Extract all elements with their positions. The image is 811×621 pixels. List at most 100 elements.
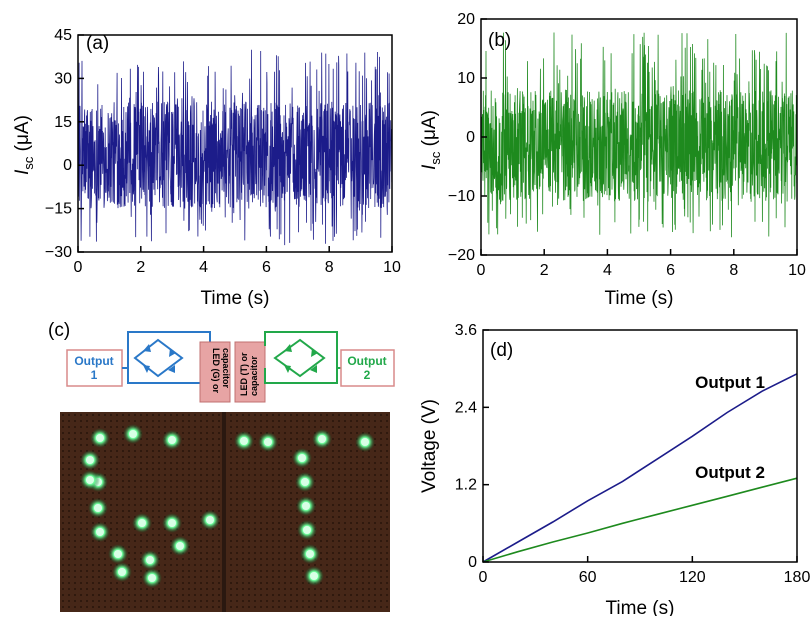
- chart-a-frame: [77, 34, 393, 253]
- y-tick-label: 2.4: [455, 399, 477, 416]
- x-tick-label: 120: [679, 569, 706, 586]
- chart-a-ticks: 0 2 4 6 8 10 −30 −15 0 15 30 45: [45, 27, 401, 276]
- led-core: [86, 456, 94, 464]
- chart-d-plot: [482, 373, 798, 563]
- chart-b-xlabel: Time (s): [605, 288, 674, 309]
- x-tick-label: 6: [262, 259, 271, 276]
- y-tick-label: −30: [45, 244, 72, 261]
- chart-d-svg: 0 60 120 180 0 1.2 2.4 3.6 (d) Time (s) Voltage…: [419, 322, 811, 619]
- output-2-line1: Output: [347, 354, 386, 368]
- y-tick-label: −10: [448, 188, 475, 205]
- led-core: [298, 454, 306, 462]
- panel-a: 0 2 4 6 8 10 −30 −15 0 15 30 45 (a) Time (s) Isc (μ…: [0, 0, 405, 310]
- led-core: [303, 526, 311, 534]
- diodes-1: [143, 344, 176, 373]
- x-tick-label: 2: [136, 259, 145, 276]
- series-line-output-2: [482, 477, 798, 563]
- chart-b-ylabel-main: I: [419, 164, 440, 170]
- y-tick-label: 3.6: [455, 322, 477, 339]
- x-tick-label: 4: [199, 259, 208, 276]
- chart-b-ylabel-unit: (μA): [419, 110, 440, 152]
- x-tick-label: 0: [479, 569, 488, 586]
- led-core: [310, 572, 318, 580]
- led-core: [148, 574, 156, 582]
- led-core: [138, 519, 146, 527]
- x-tick-label: 8: [325, 259, 334, 276]
- y-tick-label: 20: [457, 11, 475, 28]
- x-tick-label: 0: [477, 262, 486, 279]
- y-tick-label: 15: [54, 114, 72, 131]
- led-g-line1: LED (G) or: [211, 348, 221, 393]
- chart-b-panel-label: (b): [488, 30, 511, 51]
- chart-d-panel-label: (d): [490, 340, 513, 361]
- led-g-line2: capacitor: [221, 348, 231, 389]
- led-core: [168, 519, 176, 527]
- chart-a-ylabel-unit: (μA): [12, 115, 33, 157]
- led-g-box: [199, 341, 231, 403]
- x-tick-label: 4: [603, 262, 612, 279]
- chart-a-xlabel: Time (s): [201, 288, 270, 309]
- x-tick-label: 60: [579, 569, 597, 586]
- x-tick-label: 10: [788, 262, 806, 279]
- led-core: [306, 550, 314, 558]
- y-tick-label: 0: [468, 554, 477, 571]
- board-divider: [222, 412, 226, 612]
- led-t-line2: capacitor: [249, 355, 259, 396]
- led-t-box: [234, 341, 266, 403]
- led-photo: [60, 412, 390, 612]
- chart-a-ylabel-main: I: [12, 169, 33, 175]
- y-tick-label: 10: [457, 70, 475, 87]
- x-tick-label: 2: [540, 262, 549, 279]
- led-core: [96, 434, 104, 442]
- panel-c-svg: (c) Output 1 LED (G) or capacitor LED (T…: [48, 320, 395, 612]
- led-core: [118, 568, 126, 576]
- led-core: [129, 430, 137, 438]
- chart-b-ylabel: Isc (μA): [419, 110, 443, 170]
- led-core: [114, 550, 122, 558]
- led-core: [96, 528, 104, 536]
- led-core: [176, 542, 184, 550]
- led-core: [302, 502, 310, 510]
- series-label-output-2: Output 2: [695, 463, 765, 482]
- led-core: [318, 435, 326, 443]
- chart-d-frame: [482, 329, 798, 563]
- circuit-2-wires: [264, 331, 342, 384]
- output-2-box: [340, 349, 395, 387]
- y-tick-label: 30: [54, 70, 72, 87]
- led-core: [240, 437, 248, 445]
- chart-b-svg: 0 2 4 6 8 10 −20 −10 0 10 20 (b) Time (s) Isc (μA): [419, 11, 806, 309]
- chart-b-ticks: 0 2 4 6 8 10 −20 −10 0 10 20: [448, 11, 806, 279]
- panel-c: (c) Output 1 LED (G) or capacitor LED (T…: [0, 310, 405, 616]
- chart-b-plot: [480, 32, 798, 238]
- led-t-line1: LED (T) or: [239, 352, 249, 396]
- chart-a-plot: [77, 49, 393, 246]
- output-1-line1: Output: [74, 354, 113, 368]
- chart-a-panel-label: (a): [86, 33, 109, 54]
- chart-b-ylabel-sub: sc: [428, 151, 443, 165]
- chart-d-ticks: 0 60 120 180 0 1.2 2.4 3.6: [455, 322, 811, 586]
- panel-c-label: (c): [48, 320, 70, 341]
- led-core: [168, 436, 176, 444]
- led-core: [206, 516, 214, 524]
- panel-b: 0 2 4 6 8 10 −20 −10 0 10 20 (b) Time (s) Isc (μA): [405, 0, 811, 310]
- circuit-1: Output 1 LED (G) or capacitor: [66, 331, 231, 403]
- series-line: [77, 49, 393, 246]
- y-tick-label: 0: [466, 129, 475, 146]
- led-core: [361, 438, 369, 446]
- chart-a-ylabel-sub: sc: [21, 156, 36, 170]
- x-tick-label: 10: [383, 259, 401, 276]
- x-tick-label: 0: [74, 259, 83, 276]
- y-tick-label: 0: [63, 157, 72, 174]
- diodes-2: [284, 344, 318, 373]
- led-core: [94, 504, 102, 512]
- led-array: [80, 424, 375, 588]
- led-core: [301, 478, 309, 486]
- led-core: [146, 556, 154, 564]
- output-1-line2: 1: [91, 368, 98, 382]
- y-tick-label: −15: [45, 201, 72, 218]
- y-tick-label: 45: [54, 27, 72, 44]
- series-line: [480, 32, 798, 238]
- bridge-2: [273, 338, 326, 378]
- output-2-line2: 2: [364, 368, 371, 382]
- x-tick-label: 180: [784, 569, 811, 586]
